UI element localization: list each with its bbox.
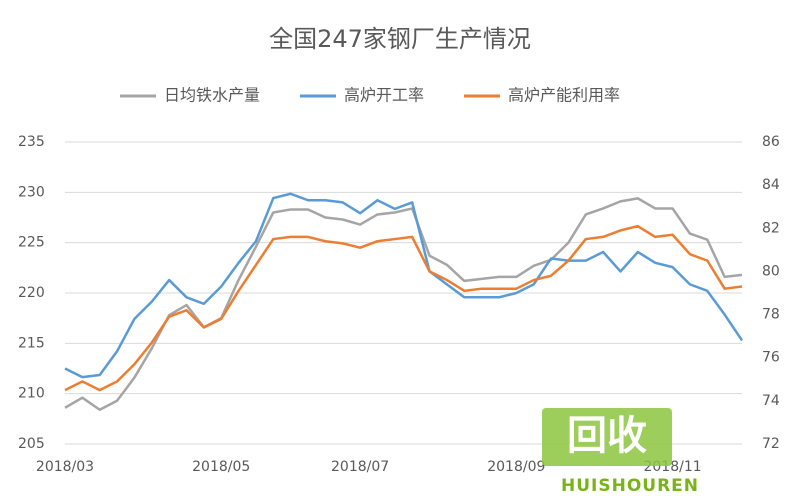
- y2-tick-label: 86: [762, 134, 780, 150]
- y-tick-label: 205: [18, 436, 45, 452]
- y-tick-label: 225: [18, 235, 45, 251]
- x-tick-label: 2018/07: [331, 459, 389, 475]
- y-tick-label: 220: [18, 285, 45, 301]
- y2-tick-label: 74: [762, 393, 780, 409]
- watermark-sub: HUISHOUREN: [561, 476, 699, 496]
- y2-tick-label: 80: [762, 263, 780, 279]
- watermark-main: 回收: [567, 413, 647, 459]
- chart-title: 全国247家钢厂生产情况: [269, 25, 531, 53]
- x-tick-label: 2018/05: [192, 459, 250, 475]
- y-tick-label: 210: [18, 386, 45, 402]
- series-line: [64, 192, 744, 379]
- series-line: [64, 224, 743, 392]
- y2-tick-label: 72: [762, 436, 780, 452]
- y-tick-label: 235: [18, 134, 45, 150]
- legend-label: 高炉开工率: [344, 86, 424, 105]
- y2-tick-label: 78: [762, 307, 780, 323]
- y2-tick-label: 82: [762, 220, 780, 236]
- y-tick-label: 230: [18, 184, 45, 200]
- series-line: [64, 197, 743, 412]
- x-tick-label: 2018/09: [487, 459, 545, 475]
- y2-tick-label: 76: [762, 350, 780, 366]
- watermark-box: [542, 408, 672, 466]
- legend-label: 高炉产能利用率: [508, 86, 620, 105]
- watermark: 回收 HUISHOUREN: [542, 408, 699, 496]
- y-tick-label: 215: [18, 335, 45, 351]
- x-tick-label: 2018/03: [36, 459, 94, 475]
- legend-label: 日均铁水产量: [164, 86, 260, 105]
- y2-tick-label: 84: [762, 177, 780, 193]
